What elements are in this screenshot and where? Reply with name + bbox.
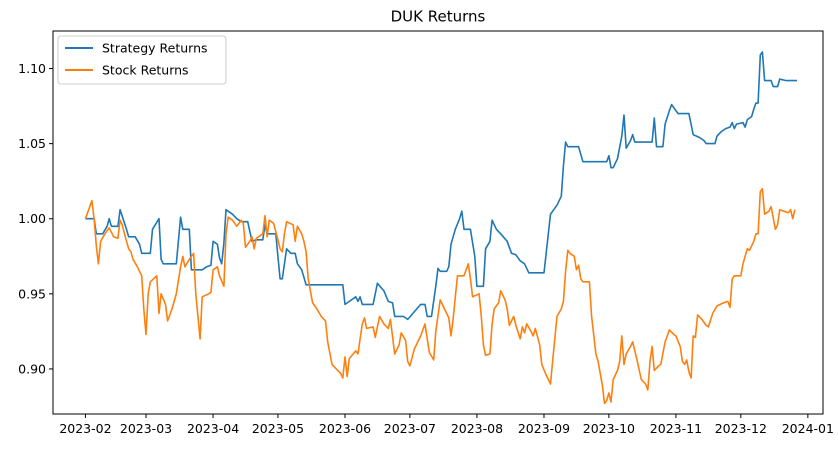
x-tick-label: 2023-05	[252, 421, 304, 436]
y-tick-label: 1.10	[18, 61, 46, 76]
plot-area-frame	[52, 30, 824, 415]
x-tick-label: 2024-01	[782, 421, 834, 436]
y-tick-label: 1.00	[18, 211, 46, 226]
x-tick-label: 2023-03	[120, 421, 172, 436]
x-tick-label: 2023-11	[650, 421, 702, 436]
y-tick-label: 0.95	[18, 286, 46, 301]
x-tick-label: 2023-07	[384, 421, 436, 436]
plot-series	[84, 51, 797, 405]
x-tick-label: 2023-02	[59, 421, 111, 436]
legend: Strategy Returns Stock Returns	[57, 35, 227, 85]
x-tick-label: 2023-08	[451, 421, 503, 436]
series-line-stock-returns	[84, 187, 796, 405]
y-tick-label: 0.90	[18, 361, 46, 376]
legend-label-stock-returns: Stock Returns	[102, 63, 189, 78]
x-tick-label: 2023-09	[518, 421, 570, 436]
series-line-strategy-returns	[85, 51, 797, 321]
y-tick-label: 1.05	[18, 136, 46, 151]
x-tick-label: 2023-04	[187, 421, 239, 436]
chart-title: DUK Returns	[391, 8, 486, 26]
legend-label-strategy-returns: Strategy Returns	[102, 41, 208, 56]
x-axis: 2023-02 2023-03 2023-04 2023-05 2023-06 2023-…	[59, 414, 834, 436]
x-tick-label: 2023-10	[583, 421, 635, 436]
y-axis: 0.90 0.95 1.00 1.05 1.10	[18, 61, 53, 376]
x-tick-label: 2023-12	[715, 421, 767, 436]
x-tick-label: 2023-06	[319, 421, 371, 436]
legend-box	[57, 35, 227, 85]
